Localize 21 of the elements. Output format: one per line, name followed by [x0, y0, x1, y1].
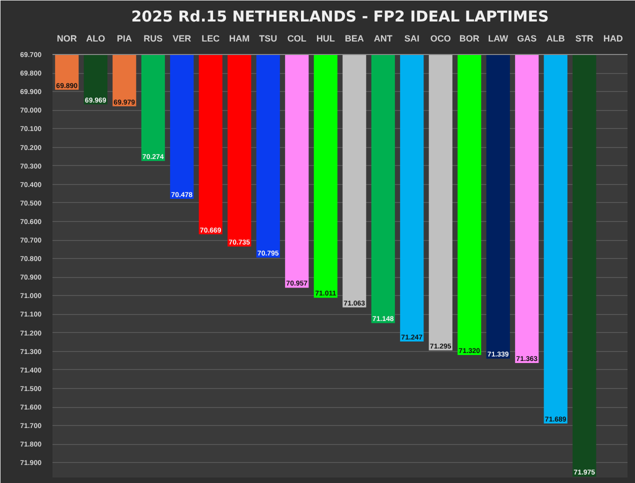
- x-tick-label: GAS: [517, 34, 537, 44]
- x-tick-label: RUS: [144, 34, 163, 44]
- x-tick-label: LEC: [202, 34, 220, 44]
- x-tick-label: COL: [287, 34, 307, 44]
- x-tick-label: LAW: [488, 34, 509, 44]
- x-tick-label: ALO: [86, 34, 106, 44]
- x-tick-label: HAM: [229, 34, 250, 44]
- x-tick-label: BEA: [344, 34, 364, 44]
- chart-title: 2025 Rd.15 NETHERLANDS - FP2 IDEAL LAPTIMES: [131, 8, 549, 26]
- x-tick-label: ALB: [546, 34, 566, 44]
- x-tick-label: OCO: [430, 34, 451, 44]
- x-tick-label: PIA: [116, 34, 132, 44]
- x-tick-label: STR: [575, 34, 594, 44]
- x-tick-label: TSU: [259, 34, 278, 44]
- x-tick-label: HAD: [603, 34, 624, 44]
- x-tick-label: VER: [172, 34, 192, 44]
- x-tick-label: ANT: [374, 34, 393, 44]
- x-tick-label: HUL: [316, 34, 336, 44]
- x-tick-label: SAI: [404, 34, 420, 44]
- x-tick-label: NOR: [56, 34, 78, 44]
- x-tick-label: BOR: [459, 34, 480, 44]
